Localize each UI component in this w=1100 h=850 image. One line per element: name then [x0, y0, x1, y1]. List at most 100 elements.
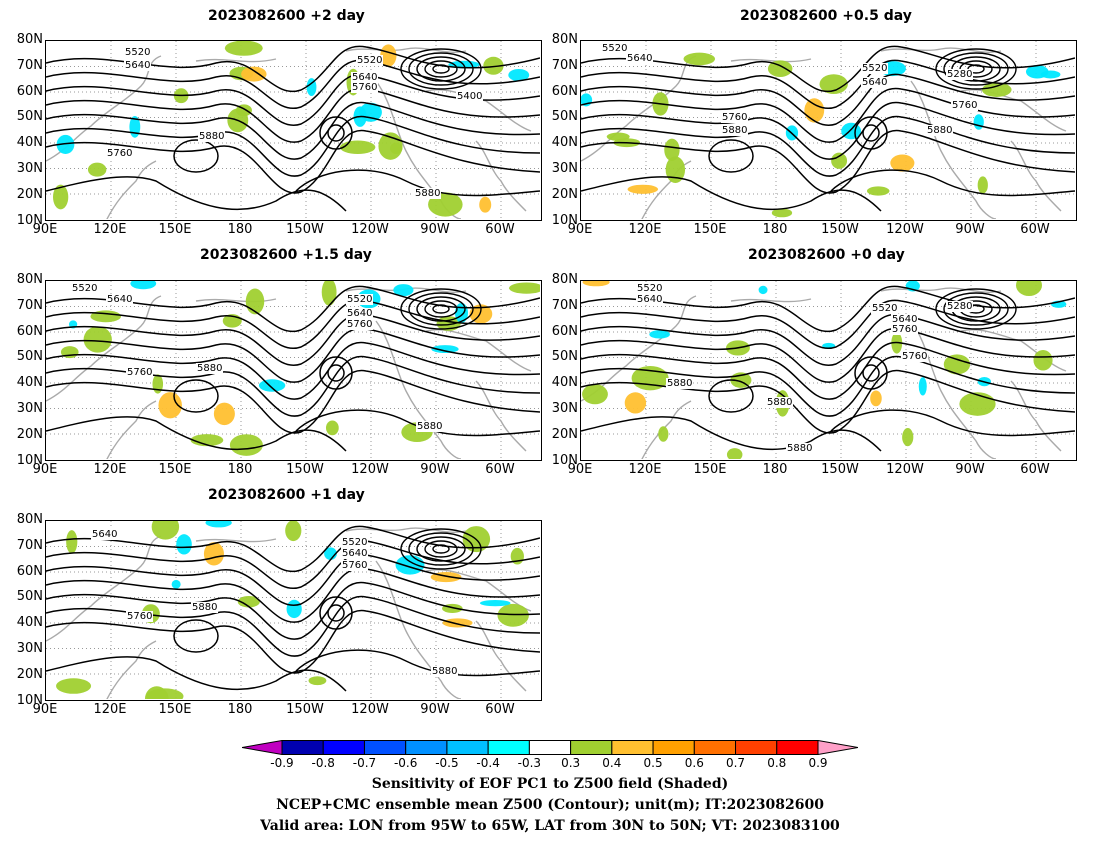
y-axis-label: 50N [16, 349, 43, 365]
y-axis-label: 40N [551, 135, 578, 151]
y-axis-label: 50N [551, 349, 578, 365]
y-axis-label: 70N [16, 57, 43, 73]
y-axis-label: 40N [16, 375, 43, 391]
x-axis-label: 90E [567, 222, 593, 237]
colorbar-tick-label: 0.6 [684, 756, 704, 770]
x-axis-label: 90E [567, 462, 593, 477]
contour-label: 5520 [601, 43, 629, 54]
colorbar-tick-label: 0.5 [643, 756, 663, 770]
y-axis-label: 60N [16, 323, 43, 339]
x-axis-label: 120W [886, 462, 924, 477]
map-frame: 5640 5520 5640 5760 5760 5880 5880 [45, 520, 542, 701]
x-axis-label: 180 [227, 462, 253, 477]
y-axis-label: 70N [551, 57, 578, 73]
colorbar-tick-label: 0.9 [808, 756, 828, 770]
x-axis-label: 150E [693, 462, 727, 477]
y-axis-label: 50N [16, 589, 43, 605]
contour-label: 5640 [106, 294, 134, 305]
x-axis-label: 180 [227, 222, 253, 237]
panel-title: 2023082600 +0.5 day [740, 8, 912, 24]
y-axis-label: 20N [16, 186, 43, 202]
x-axis-label: 60W [1020, 462, 1050, 477]
contour-label: 5880 [721, 125, 749, 136]
contour-label: 5520 [636, 283, 664, 294]
x-axis-label: 150W [286, 222, 324, 237]
contour-label: 5760 [721, 112, 749, 123]
colorbar-graphic [241, 739, 859, 756]
panel-title: 2023082600 +0 day [748, 247, 905, 263]
panel-title: 2023082600 +2 day [208, 8, 365, 24]
y-axis-label: 10N [551, 452, 578, 468]
y-axis-label: 20N [551, 186, 578, 202]
x-axis-label: 120W [351, 462, 389, 477]
x-axis-label: 90E [32, 462, 58, 477]
y-axis-label: 70N [551, 297, 578, 313]
x-axis-label: 60W [485, 462, 515, 477]
map-plot [46, 521, 540, 699]
y-axis-label: 50N [16, 109, 43, 125]
contour-label: 5640 [124, 60, 152, 71]
y-axis-label: 10N [16, 212, 43, 228]
x-axis-label: 120E [628, 462, 662, 477]
x-axis-label: 150W [286, 702, 324, 717]
colorbar-tick-label: -0.6 [393, 756, 418, 770]
y-axis-label: 40N [16, 135, 43, 151]
colorbar-tick-label: 0.8 [767, 756, 787, 770]
contour-label: 5760 [951, 100, 979, 111]
map-frame: 5520 5640 5520 5640 5760 5760 5880 5880 [45, 280, 542, 461]
y-axis-label: 30N [16, 161, 43, 176]
contour-label: 5640 [861, 77, 889, 88]
x-axis-label: 180 [762, 222, 788, 237]
contour-label: 5640 [891, 314, 919, 325]
x-axis-label: 150E [693, 222, 727, 237]
contour-label: 5520 [871, 303, 899, 314]
contour-label: 5760 [341, 560, 369, 571]
x-axis-label: 90W [955, 462, 985, 477]
colorbar-tick-label: -0.7 [352, 756, 377, 770]
panel-title: 2023082600 +1.5 day [200, 247, 372, 263]
contour-label: 5760 [901, 351, 929, 362]
y-axis-label: 70N [16, 297, 43, 313]
caption-line-2: NCEP+CMC ensemble mean Z500 (Contour); u… [276, 797, 824, 813]
x-axis-label: 150E [158, 222, 192, 237]
contour-label: 5280 [946, 301, 974, 312]
contour-label: 5520 [124, 47, 152, 58]
x-axis-label: 60W [1020, 222, 1050, 237]
y-axis-label: 40N [551, 375, 578, 391]
contour-label: 5880 [196, 363, 224, 374]
y-axis-label: 80N [16, 272, 43, 287]
x-axis-label: 150W [821, 222, 859, 237]
map-frame: 5520 5640 5520 5640 5760 5280 5760 5880 5880 5880 [580, 280, 1077, 461]
contour-label: 5640 [341, 548, 369, 559]
x-axis-label: 120W [886, 222, 924, 237]
x-axis-label: 120W [351, 702, 389, 717]
contour-label: 5880 [414, 188, 442, 199]
x-axis-label: 90W [420, 222, 450, 237]
contour-label: 5880 [666, 378, 694, 389]
y-axis-label: 40N [16, 615, 43, 631]
contour-label: 5520 [861, 63, 889, 74]
colorbar-tick-label: 0.7 [725, 756, 746, 770]
contour-label: 5760 [351, 82, 379, 93]
x-axis-label: 150E [158, 462, 192, 477]
y-axis-label: 60N [16, 563, 43, 579]
contour-label: 5640 [346, 308, 374, 319]
colorbar-tick-label: 0.3 [561, 756, 581, 770]
y-axis-label: 50N [551, 109, 578, 125]
contour-label: 5760 [126, 611, 154, 622]
y-axis-label: 60N [551, 323, 578, 339]
y-axis-label: 30N [551, 401, 578, 416]
x-axis-label: 150W [821, 462, 859, 477]
colorbar-tick-label: -0.5 [435, 756, 459, 770]
colorbar-tick-label: -0.8 [311, 756, 335, 770]
x-axis-label: 90E [32, 222, 58, 237]
y-axis-label: 60N [551, 83, 578, 99]
x-axis-label: 120E [93, 222, 127, 237]
x-axis-label: 90W [420, 702, 450, 717]
contour-label: 5880 [191, 602, 219, 613]
contour-label: 5760 [106, 148, 134, 159]
contour-label: 5640 [626, 53, 654, 64]
y-axis-label: 70N [16, 537, 43, 553]
y-axis-label: 80N [16, 32, 43, 47]
contour-label: 5640 [636, 294, 664, 305]
